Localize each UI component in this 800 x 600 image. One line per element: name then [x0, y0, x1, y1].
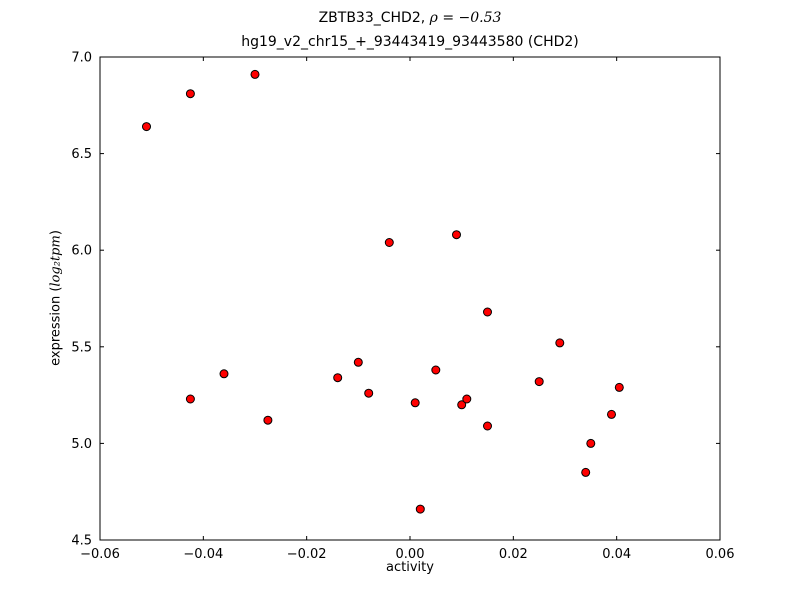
y-tick-label: 6.0: [71, 244, 92, 259]
data-point: [483, 421, 492, 431]
x-tick-label: 0.02: [499, 547, 528, 562]
data-point: [142, 122, 151, 132]
y-tick-label: 7.0: [71, 51, 92, 66]
data-point: [431, 365, 441, 375]
y-tick-label: 5.5: [71, 340, 92, 355]
data-point: [364, 388, 374, 398]
data-point: [333, 373, 343, 383]
chart-title-rho: ρ = −0.53: [429, 10, 502, 26]
data-point: [185, 89, 195, 99]
x-tick-label: −0.02: [287, 547, 327, 562]
data-point: [483, 307, 492, 317]
data-point: [607, 409, 616, 419]
x-tick-label: 0.04: [602, 547, 631, 562]
data-point: [452, 230, 461, 240]
data-point: [250, 69, 260, 79]
y-axis-label-close: ): [48, 230, 64, 236]
data-point: [353, 357, 363, 367]
data-point: [219, 369, 229, 379]
plot-frame: [99, 56, 721, 541]
chart-subtitle: hg19_v2_chr15_+_93443419_93443580 (CHD2): [241, 34, 579, 50]
x-tick-label: 0.00: [396, 547, 425, 562]
data-point: [581, 467, 591, 477]
data-point: [586, 438, 596, 448]
x-axis-label: activity: [386, 560, 434, 575]
y-axis-label: expression (log₂tpm): [49, 230, 64, 366]
x-tick-label: 0.06: [706, 547, 735, 562]
data-point: [185, 394, 195, 404]
chart-title-text: ZBTB33_CHD2,: [318, 10, 430, 26]
y-tick-label: 5.0: [71, 437, 92, 452]
data-point: [384, 238, 394, 247]
data-point: [534, 377, 544, 387]
y-tick-label: 4.5: [71, 534, 92, 549]
data-point: [415, 504, 425, 514]
data-point: [410, 398, 420, 408]
x-tick-label: −0.04: [183, 547, 223, 562]
data-point: [614, 382, 624, 392]
y-axis-label-math: log₂tpm: [48, 235, 64, 287]
data-point: [462, 394, 472, 404]
chart-title: ZBTB33_CHD2, ρ = −0.53: [100, 9, 720, 27]
x-tick-label: −0.06: [80, 547, 120, 562]
y-tick-label: 6.5: [71, 147, 92, 162]
data-point: [555, 338, 565, 348]
data-point: [263, 415, 273, 425]
data-point: [457, 400, 467, 410]
y-axis-label-text: expression (: [48, 286, 64, 366]
